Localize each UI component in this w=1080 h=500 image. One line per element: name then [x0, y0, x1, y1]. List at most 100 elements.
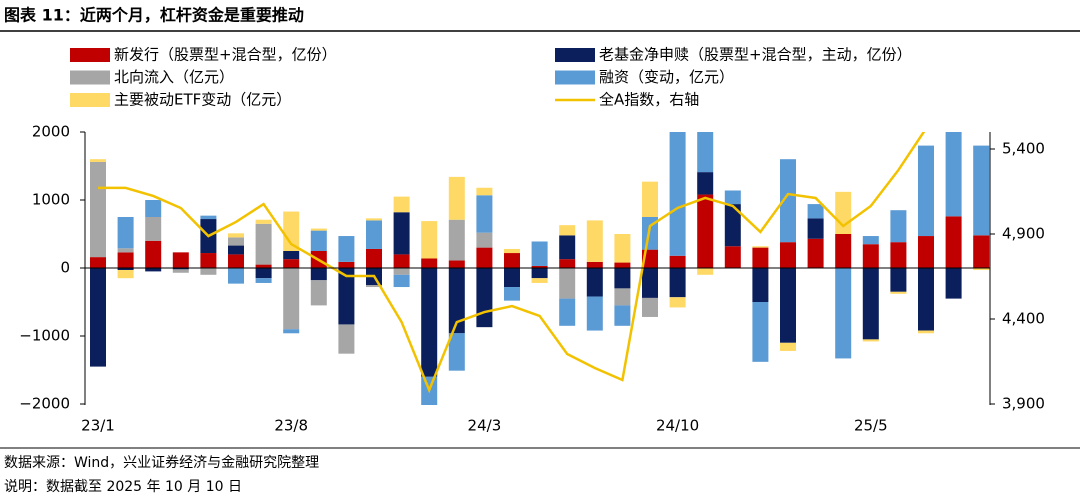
bar [366, 218, 382, 221]
bar [973, 145, 990, 236]
bar [145, 200, 162, 217]
bar [697, 268, 714, 275]
bar [724, 246, 741, 268]
bar [780, 268, 796, 343]
bar [862, 268, 879, 340]
legend-swatch [70, 70, 110, 85]
bar [669, 297, 686, 308]
bar [117, 252, 134, 268]
bar [835, 234, 852, 268]
bar [393, 196, 410, 213]
bar [642, 268, 658, 298]
bar [614, 305, 631, 326]
bar [890, 268, 907, 292]
bar [366, 248, 382, 268]
bar [421, 221, 438, 259]
legend-label: 新发行（股票型+混合型，亿份） [114, 46, 337, 64]
bar [918, 236, 934, 268]
bar [283, 268, 300, 330]
bar [614, 262, 631, 268]
bar [531, 241, 548, 266]
y2-tick-label: 3,900 [1002, 395, 1045, 413]
bar [117, 270, 134, 279]
bar [90, 159, 106, 162]
bar [448, 333, 465, 371]
bar [531, 278, 548, 283]
bar [724, 204, 741, 247]
bar [752, 268, 769, 302]
bar [90, 161, 106, 258]
bar [228, 268, 244, 284]
x-tick-label: 24/3 [468, 417, 502, 435]
bar [393, 274, 410, 288]
bar [973, 235, 990, 268]
bar [504, 248, 520, 254]
bar [669, 132, 686, 256]
bar [90, 268, 106, 367]
bar [255, 268, 272, 279]
bar [669, 268, 686, 298]
bar [448, 260, 465, 268]
bar [752, 246, 769, 248]
bar [614, 288, 631, 306]
bar [117, 268, 134, 271]
bar [200, 253, 217, 268]
bar [228, 237, 244, 246]
bar [669, 255, 686, 268]
legend-label: 老基金净申赎（股票型+混合型，主动，亿份） [599, 46, 912, 64]
bar [172, 269, 189, 273]
bar [476, 268, 493, 328]
bar [724, 190, 741, 205]
bar [697, 194, 714, 268]
bar [614, 234, 631, 263]
x-tick-label: 24/10 [656, 417, 699, 435]
bar [780, 159, 796, 243]
legend-label: 全A指数，右轴 [599, 91, 699, 109]
bar [945, 132, 962, 217]
bar [918, 268, 934, 331]
bar [393, 212, 410, 255]
bar [228, 254, 244, 268]
bar [283, 211, 300, 251]
bar [117, 248, 134, 253]
bar [890, 210, 907, 243]
bar [283, 251, 300, 260]
bar [807, 218, 824, 239]
bar [145, 268, 162, 272]
bar [421, 258, 438, 268]
x-tick-label: 23/8 [274, 417, 308, 435]
bar [145, 217, 162, 241]
bar [338, 324, 355, 354]
bar [448, 219, 465, 261]
bar [835, 268, 852, 359]
bar [973, 268, 990, 271]
bar [476, 232, 493, 248]
bar [255, 264, 272, 268]
bar [504, 287, 520, 301]
bar [421, 268, 438, 377]
bar [310, 230, 327, 251]
bar [310, 228, 327, 231]
bar [918, 145, 934, 237]
bar [642, 181, 658, 217]
legend-label: 主要被动ETF变动（亿元） [114, 91, 291, 109]
bar [697, 172, 714, 195]
legend-swatch [555, 48, 595, 62]
bar [448, 176, 465, 220]
bar [228, 245, 244, 255]
bar [807, 204, 824, 219]
y-tick-label: 2000 [32, 123, 70, 141]
y2-tick-label: 4,400 [1002, 310, 1045, 328]
bar [586, 268, 603, 297]
bar [531, 268, 548, 279]
source: 数据来源：Wind，兴业证券经济与金融研究院整理 [4, 455, 319, 471]
legend-swatch [70, 48, 110, 62]
y2-tick-label: 5,400 [1002, 140, 1045, 158]
bar [366, 285, 382, 288]
bar [255, 219, 272, 224]
bar [310, 280, 327, 306]
bar [697, 132, 714, 173]
bar [862, 236, 879, 245]
bar [283, 259, 300, 268]
